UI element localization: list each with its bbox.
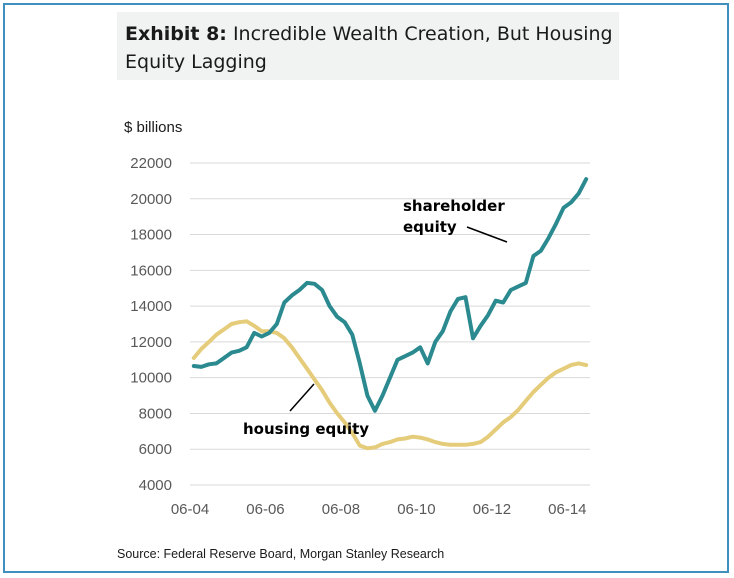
exhibit-number: Exhibit 8: — [125, 23, 227, 45]
chart-gridlines — [190, 162, 590, 486]
chart-annotations: shareholder equity housing equity — [243, 197, 508, 438]
x-tick-label-06-14: 06-14 — [548, 501, 586, 518]
x-tick-label-06-06: 06-06 — [246, 501, 284, 518]
x-tick-label-06-10: 06-10 — [397, 501, 435, 518]
x-axis-ticks: 06-04 06-06 06-08 06-10 06-12 06-14 — [171, 501, 587, 518]
y-tick-label-12000: 12000 — [130, 334, 172, 351]
source-note: Source: Federal Reserve Board, Morgan St… — [117, 547, 445, 561]
annotation-housing: housing equity — [243, 420, 369, 438]
y-axis-label: $ billions — [124, 119, 182, 136]
exhibit-title-text: Incredible Wealth Creation, But Housing … — [125, 23, 613, 73]
y-tick-label-16000: 16000 — [130, 262, 172, 279]
y-tick-label-14000: 14000 — [130, 298, 172, 315]
x-tick-label-06-12: 06-12 — [473, 501, 511, 518]
exhibit-title: Exhibit 8: Incredible Wealth Creation, B… — [125, 20, 615, 76]
title-box: Exhibit 8: Incredible Wealth Creation, B… — [117, 12, 619, 80]
y-tick-label-18000: 18000 — [130, 227, 172, 244]
y-tick-label-8000: 8000 — [139, 405, 172, 422]
x-tick-label-06-04: 06-04 — [171, 501, 209, 518]
exhibit-frame — [3, 3, 729, 573]
y-tick-label-4000: 4000 — [139, 477, 172, 494]
series-line-shareholder-equity — [191, 177, 589, 413]
y-tick-label-10000: 10000 — [130, 370, 172, 387]
y-tick-label-22000: 22000 — [130, 155, 172, 172]
y-tick-label-6000: 6000 — [139, 441, 172, 458]
annotation-shareholder-line1: shareholder — [403, 197, 505, 215]
annotation-housing-pointer — [289, 383, 315, 412]
annotation-shareholder-pointer — [466, 226, 508, 243]
chart-series — [191, 177, 589, 451]
series-line-housing-equity — [191, 319, 589, 451]
annotation-shareholder-line2: equity — [403, 218, 457, 236]
y-tick-label-20000: 20000 — [130, 191, 172, 208]
x-tick-label-06-08: 06-08 — [322, 501, 360, 518]
y-axis-ticks: 4000 6000 8000 10000 12000 14000 16000 18000 200… — [130, 155, 172, 494]
